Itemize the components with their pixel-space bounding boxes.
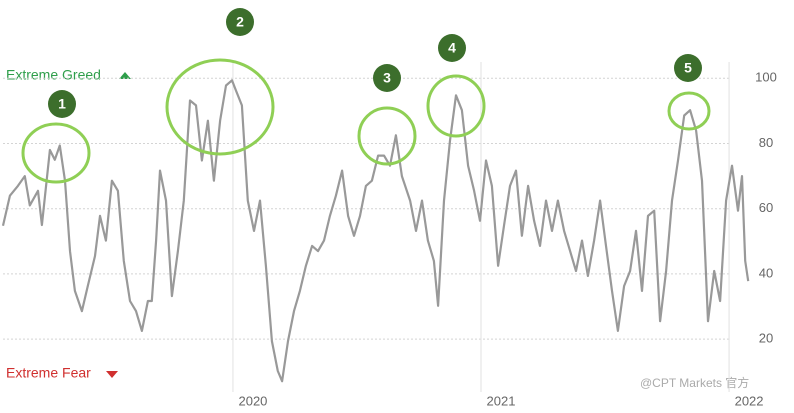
fear-label: Extreme Fear bbox=[6, 365, 91, 381]
y-tick-label: 100 bbox=[755, 70, 777, 85]
x-tick-label: 2021 bbox=[487, 393, 516, 408]
annotation-number: 2 bbox=[236, 14, 244, 30]
annotation-badge bbox=[226, 8, 254, 36]
highlight-ring bbox=[21, 122, 91, 184]
x-tick-label: 2022 bbox=[735, 393, 764, 408]
annotation-badge bbox=[438, 34, 466, 62]
annotation-number: 1 bbox=[58, 96, 66, 112]
greed-arrow bbox=[119, 72, 131, 79]
annotation-badge bbox=[674, 54, 702, 82]
highlight-ring bbox=[357, 106, 417, 166]
y-tick-label: 60 bbox=[759, 200, 773, 215]
fear-arrow bbox=[106, 371, 118, 378]
annotation-number: 5 bbox=[684, 60, 692, 76]
annotation-number: 4 bbox=[448, 40, 456, 56]
greed-label: Extreme Greed bbox=[6, 67, 101, 83]
highlight-ring bbox=[667, 91, 711, 131]
y-tick-label: 80 bbox=[759, 135, 773, 150]
x-tick-label: 2020 bbox=[238, 393, 267, 408]
annotation-badge bbox=[48, 90, 76, 118]
series-line bbox=[1, 79, 750, 383]
highlight-ring bbox=[426, 74, 486, 138]
y-tick-label: 40 bbox=[759, 265, 773, 280]
watermark: @CPT Markets 官方 bbox=[640, 375, 749, 390]
annotation-badge bbox=[373, 64, 401, 92]
y-tick-label: 20 bbox=[759, 331, 773, 346]
highlight-ring bbox=[165, 58, 275, 156]
annotation-number: 3 bbox=[383, 70, 391, 86]
